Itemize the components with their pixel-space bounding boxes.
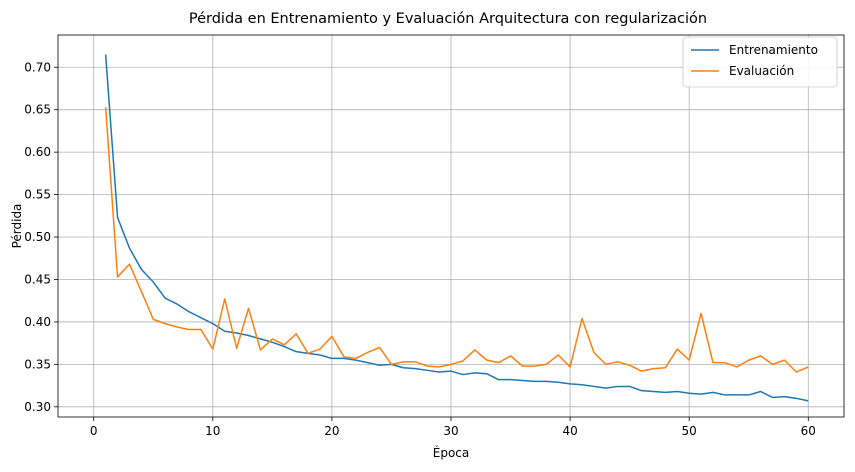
y-tick-label: 0.65 <box>24 103 51 117</box>
legend: Entrenamiento Evaluación <box>682 36 838 88</box>
x-tick-label: 0 <box>90 424 98 438</box>
x-tick-label: 20 <box>324 424 339 438</box>
x-tick-label: 30 <box>443 424 458 438</box>
x-tick-label: 40 <box>562 424 577 438</box>
x-axis-label: Época <box>433 445 470 460</box>
legend-label-evaluacion: Evaluación <box>729 64 794 78</box>
y-tick-label: 0.30 <box>24 400 51 414</box>
x-axis-ticks: 0 10 20 30 40 50 60 <box>90 417 816 438</box>
x-tick-label: 50 <box>682 424 697 438</box>
y-axis-label: Pérdida <box>10 204 24 249</box>
x-tick-label: 60 <box>801 424 816 438</box>
legend-box <box>682 36 838 88</box>
y-tick-label: 0.70 <box>24 60 51 74</box>
y-tick-label: 0.45 <box>24 272 51 286</box>
x-tick-label: 10 <box>205 424 220 438</box>
series-line-entrenamiento <box>104 54 809 402</box>
y-tick-label: 0.55 <box>24 188 51 202</box>
y-axis-ticks: 0.30 0.35 0.40 0.45 0.50 0.55 0.60 0.65 0.70 <box>24 60 58 414</box>
y-tick-label: 0.40 <box>24 315 51 329</box>
y-tick-label: 0.60 <box>24 145 51 159</box>
y-tick-label: 0.50 <box>24 230 51 244</box>
series-layer <box>104 54 809 402</box>
series-line-evaluacion <box>104 107 809 373</box>
y-tick-label: 0.35 <box>24 357 51 371</box>
legend-label-entrenamiento: Entrenamiento <box>729 43 818 57</box>
grid-lines <box>58 35 844 417</box>
chart-title: Pérdida en Entrenamiento y Evaluación Ar… <box>189 11 707 27</box>
